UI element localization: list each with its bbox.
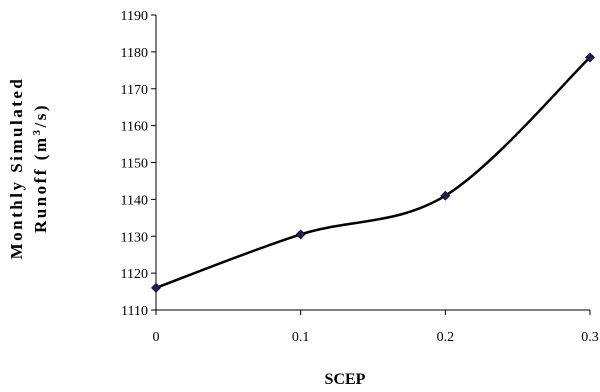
y-tick-label: 1170: [121, 83, 148, 98]
x-axis-ticks: 0 0.1 0.2 0.3: [153, 310, 599, 345]
x-tick-label: 0: [153, 330, 160, 345]
data-point-marker: [585, 52, 595, 63]
y-axis-ticks: 1110 1120 1130 1140 1150 1160 1170 1180 1190: [121, 9, 156, 319]
x-tick-label: 0.2: [437, 330, 455, 345]
y-tick-label: 1180: [121, 46, 148, 61]
y-axis-title-main: Runoff (m: [31, 135, 50, 233]
y-axis-title-end: /s): [31, 103, 50, 129]
data-point-marker: [440, 190, 451, 201]
y-tick-label: 1160: [121, 120, 148, 135]
y-axis-title-line2: Runoff (m3/s): [31, 103, 50, 233]
series-layer: [151, 52, 595, 293]
y-tick-label: 1130: [121, 230, 148, 245]
y-tick-label: 1110: [121, 304, 148, 319]
y-axis-title: Monthly Simulated Runoff (m3/s): [7, 77, 50, 260]
data-point-marker: [295, 229, 306, 240]
y-tick-label: 1190: [121, 9, 148, 24]
y-tick-label: 1140: [121, 193, 148, 208]
y-axis-title-superscript: 3: [31, 127, 43, 135]
x-tick-label: 0.1: [292, 330, 310, 345]
x-tick-label: 0.3: [581, 330, 599, 345]
y-tick-label: 1150: [121, 157, 148, 172]
data-point-marker: [151, 282, 161, 293]
x-axis-title: SCEP: [325, 371, 366, 388]
y-tick-label: 1120: [121, 267, 148, 282]
y-axis-title-line1: Monthly Simulated: [7, 77, 26, 260]
series-line: [155, 56, 591, 290]
